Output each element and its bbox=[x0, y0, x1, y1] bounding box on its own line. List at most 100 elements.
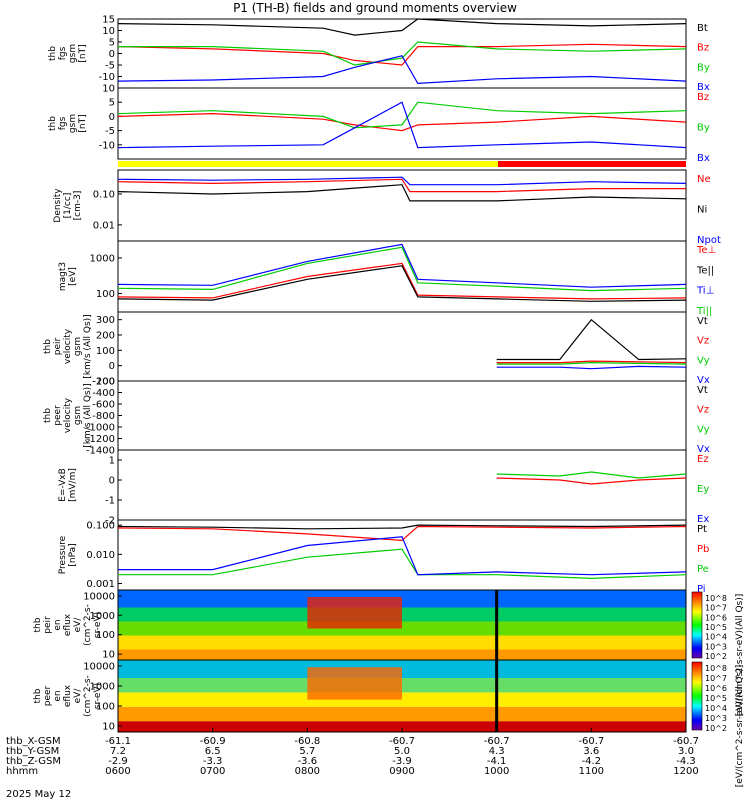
legend-Te||: Te|| bbox=[696, 265, 714, 276]
colorbar bbox=[691, 661, 703, 731]
date-label: 2025 May 12 bbox=[6, 789, 71, 800]
y-axis-label: sr-eV) bbox=[93, 683, 103, 709]
legend-Vy: Vy bbox=[697, 424, 710, 435]
y-tick-label: -1000 bbox=[86, 423, 115, 434]
x-row-label: thb_Y-GSM bbox=[6, 746, 59, 757]
y-tick-label: 1000 bbox=[90, 682, 115, 693]
legend-Pb: Pb bbox=[697, 544, 709, 555]
x-tick-label: -2.9 bbox=[108, 756, 128, 767]
panel-frame bbox=[117, 311, 687, 382]
series-Ez-line bbox=[496, 477, 687, 485]
colorbar bbox=[691, 591, 703, 659]
series-Ey-line bbox=[496, 471, 687, 479]
y-axis-label: [nT] bbox=[78, 114, 88, 132]
y-axis-label: (cm^2-s- bbox=[83, 675, 93, 717]
x-row-label: thb_Z-GSM bbox=[6, 756, 61, 767]
x-tick-label: -61.1 bbox=[105, 736, 131, 747]
y-axis-label: thb bbox=[33, 617, 43, 632]
legend-Ex: Ex bbox=[697, 514, 709, 525]
x-tick-label: 4.3 bbox=[489, 746, 505, 757]
y-tick-label: 0 bbox=[109, 112, 115, 123]
y-tick-label: 100 bbox=[96, 289, 115, 300]
x-tick-label: -3.9 bbox=[392, 756, 412, 767]
series-Pe-line bbox=[118, 548, 687, 580]
x-tick-label: -60.8 bbox=[294, 736, 320, 747]
legend-Te⊥: Te⊥ bbox=[696, 245, 716, 256]
series-By-line bbox=[118, 41, 687, 66]
y-axis-label: en bbox=[53, 690, 63, 701]
y-tick-label: 0 bbox=[109, 361, 115, 372]
panel-frame bbox=[117, 519, 687, 591]
series-Vy-line bbox=[496, 361, 687, 365]
y-axis-label: eV/ bbox=[73, 617, 83, 633]
colorbar-tick: 10^2 bbox=[705, 724, 727, 733]
colorbar-tick: 10^3 bbox=[705, 642, 727, 651]
legend-Bt: Bt bbox=[697, 23, 708, 34]
y-axis-label: gsm bbox=[68, 114, 78, 133]
plot-title: P1 (TH-B) fields and ground moments over… bbox=[233, 1, 517, 15]
panel-frame bbox=[117, 18, 687, 89]
y-axis-label: [eV] bbox=[68, 267, 78, 286]
y-tick-label: -600 bbox=[92, 400, 115, 411]
series-Vx-line bbox=[496, 365, 687, 370]
y-axis-label: peir bbox=[43, 616, 53, 634]
y-axis-label: Pressure bbox=[58, 535, 68, 574]
y-axis-label: thb bbox=[43, 339, 53, 354]
y-tick-label: 5 bbox=[109, 98, 115, 109]
y-tick-label: -10 bbox=[99, 140, 115, 151]
x-tick-label: 1200 bbox=[673, 766, 698, 777]
x-tick-label: -60.9 bbox=[200, 736, 226, 747]
legend-Ti⊥: Ti⊥ bbox=[696, 286, 714, 297]
x-axis-labels: thb_X-GSM -61.1 -60.9 -60.8 -60.7 -60.7 -60.7 -… bbox=[6, 728, 699, 777]
x-tick-label: 3.0 bbox=[678, 746, 694, 757]
y-tick-label: -2 bbox=[105, 516, 115, 527]
x-tick-label: 6.5 bbox=[205, 746, 221, 757]
y-tick-label: 10 bbox=[102, 721, 115, 732]
series-By-line bbox=[117, 101, 687, 129]
mode-bar-fast bbox=[498, 161, 686, 167]
y-axis-label: [cm-3] bbox=[73, 191, 83, 221]
y-tick-label: 0 bbox=[109, 49, 115, 60]
x-tick-label: 7.2 bbox=[110, 746, 126, 757]
series-Ti⊥-line bbox=[117, 243, 687, 288]
series-Npot-line bbox=[117, 176, 687, 186]
x-tick-label: -4.2 bbox=[582, 756, 602, 767]
legend-Vt: Vt bbox=[697, 385, 708, 396]
colorbar-tick: 10^7 bbox=[705, 674, 727, 683]
legend-Ey: Ey bbox=[697, 484, 709, 495]
legend-Pi: Pi bbox=[697, 584, 706, 595]
y-tick-label: 300 bbox=[96, 315, 115, 326]
y-tick-label: 0.01 bbox=[93, 220, 115, 231]
series-Ne-line bbox=[117, 178, 686, 193]
y-axis-label: fgs bbox=[58, 116, 68, 130]
y-tick-label: 10000 bbox=[83, 662, 115, 673]
x-tick-label: -3.3 bbox=[203, 756, 223, 767]
panel-pressure: 0.100 0.010 0.001 Pressure [nPa] Pt Pb Pe Pi bbox=[58, 519, 709, 595]
series-Vz-line bbox=[496, 360, 687, 364]
panel-peer-velocity: -200-400-600-800-1000-1200-1400 thb peer ve… bbox=[43, 377, 710, 457]
y-axis-label: gsm bbox=[73, 337, 83, 356]
colorbar-tick: 10^5 bbox=[705, 623, 727, 632]
series-Ti||-line bbox=[117, 246, 687, 292]
colorbar-label: [eV/(cm^2-s-sr-eV)(All Qs)] bbox=[735, 594, 745, 717]
legend-Bx: Bx bbox=[697, 153, 710, 164]
panel-frame bbox=[117, 87, 687, 160]
legend-Ne: Ne bbox=[697, 174, 711, 185]
y-axis-label: gsm bbox=[68, 44, 78, 63]
y-axis-label: peir bbox=[53, 337, 63, 355]
y-tick-label: 1000 bbox=[90, 611, 115, 622]
x-row-label: hhmm bbox=[6, 766, 38, 777]
x-tick-label: 5.7 bbox=[299, 746, 315, 757]
legend-By: By bbox=[697, 62, 710, 73]
series-Bz-line bbox=[117, 112, 687, 132]
y-axis-label: peer bbox=[43, 685, 53, 706]
y-axis-label: magt3 bbox=[58, 262, 68, 291]
x-tick-label: 5.0 bbox=[394, 746, 410, 757]
y-tick-label: 0.10 bbox=[93, 190, 115, 201]
x-tick-label: 0700 bbox=[200, 766, 225, 777]
colorbar-tick: 10^6 bbox=[705, 613, 727, 622]
legend-Npot: Npot bbox=[697, 235, 721, 246]
panel-peir-eflux: 10^810^710^610^510^410^310^2 [eV/(cm^2-s-… bbox=[33, 589, 745, 717]
panel-frame bbox=[117, 449, 687, 521]
